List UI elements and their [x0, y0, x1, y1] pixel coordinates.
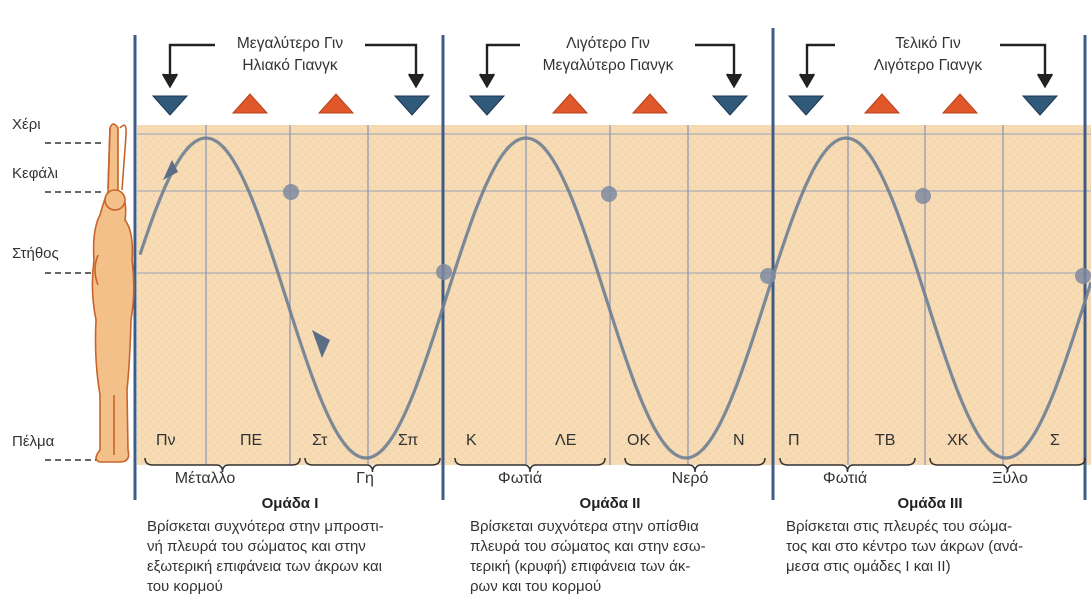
- point-label: Σπ: [398, 432, 419, 449]
- yang-triangle-icon: [231, 93, 269, 114]
- group-2-description: Βρίσκεται συχνότερα στην οπίσθια πλευρά …: [470, 517, 745, 597]
- desc-line: πλευρά του σώματος και στην εσω-: [470, 538, 706, 555]
- section-2-header: Λιγότερο Γιν Μεγαλύτερο Γιανγκ: [488, 33, 728, 77]
- energy-curve: [138, 136, 1091, 460]
- point-label: ΛΕ: [555, 432, 577, 449]
- yin-triangle-icon: [787, 95, 825, 116]
- element-label: Νερό: [671, 470, 709, 487]
- desc-line: του κορμού: [147, 578, 223, 595]
- arrow-head-icon: [1036, 73, 1054, 89]
- yin-yang-markers: [151, 93, 1059, 116]
- header-arrow-left: [805, 43, 835, 82]
- human-figure: [91, 123, 135, 463]
- desc-line: τερική (κρυφή) επιφάνεια των άκ-: [470, 558, 691, 575]
- element-label: Φωτιά: [497, 470, 543, 487]
- vertical-grid: [205, 125, 1004, 465]
- point-label: ΟΚ: [627, 432, 651, 449]
- yin-triangle-icon: [393, 95, 431, 116]
- element-brace: [144, 457, 301, 473]
- textured-background: [137, 125, 1091, 465]
- desc-line: εξωτερική επιφάνεια των άκρων και: [147, 558, 383, 575]
- element-brace: [929, 457, 1086, 473]
- group-1-description: Βρίσκεται συχνότερα στην μπροστι- νή πλε…: [147, 517, 432, 597]
- element-brace: [454, 457, 606, 473]
- desc-line: Βρίσκεται συχνότερα στην μπροστι-: [147, 518, 384, 535]
- arrow-head-icon: [798, 73, 816, 89]
- element-label: Μέταλλο: [174, 470, 236, 487]
- point-label: Ν: [733, 432, 745, 449]
- desc-line: μεσα στις ομάδες Ι και ΙΙ): [786, 558, 951, 575]
- header-arrow-right: [695, 43, 736, 82]
- header-arrow-left: [168, 43, 215, 82]
- yang-triangle-icon: [317, 93, 355, 114]
- group-3-description: Βρίσκεται στις πλευρές του σώμα- τος και…: [786, 517, 1082, 577]
- desc-line: Βρίσκεται στις πλευρές του σώμα-: [786, 518, 1013, 535]
- group-2-title: Ομάδα ΙΙ: [579, 495, 641, 512]
- element-brace: [304, 457, 441, 473]
- level-hand-label: Χέρι: [12, 116, 41, 133]
- point-label: ΧΚ: [947, 432, 969, 449]
- point-label: Κ: [466, 432, 477, 449]
- element-brace: [624, 457, 766, 473]
- yang-triangle-icon: [941, 93, 979, 114]
- point-label: Στ: [312, 432, 328, 449]
- level-sole-label: Πέλμα: [12, 433, 55, 450]
- element-label: Φωτιά: [822, 470, 868, 487]
- yin-triangle-icon: [711, 95, 749, 116]
- section-1-header-line-1: Μεγαλύτερο Γιν: [236, 35, 344, 52]
- point-label: Π: [788, 432, 800, 449]
- section-3-header: Τελικό Γιν Λιγότερο Γιανγκ: [808, 33, 1048, 77]
- section-2-header-line-1: Λιγότερο Γιν: [566, 35, 650, 52]
- level-head-label: Κεφάλι: [12, 165, 58, 182]
- yin-triangle-icon: [468, 95, 506, 116]
- section-1-header-line-2: Ηλιακό Γιανγκ: [242, 57, 338, 74]
- element-braces: [144, 457, 1086, 473]
- yang-triangle-icon: [551, 93, 589, 114]
- start-arrow-icon: [163, 160, 178, 180]
- element-label: Γη: [356, 470, 374, 487]
- point-label: ΠΕ: [240, 432, 263, 449]
- group-1-title: Ομάδα Ι: [261, 495, 319, 512]
- arrow-head-icon: [161, 73, 179, 89]
- section-1-header: Μεγαλύτερο Γιν Ηλιακό Γιανγκ: [170, 33, 410, 77]
- element-label: Ξύλο: [992, 470, 1028, 487]
- section-2-header-line-2: Μεγαλύτερο Γιανγκ: [542, 57, 674, 74]
- yin-triangle-icon: [151, 95, 189, 116]
- header-arrows: [161, 43, 1054, 89]
- yang-triangle-icon: [631, 93, 669, 114]
- header-arrow-left: [485, 43, 520, 82]
- arrow-head-icon: [478, 73, 496, 89]
- level-chest-label: Στήθος: [12, 245, 59, 262]
- yang-triangle-icon: [863, 93, 901, 114]
- element-brace: [779, 457, 916, 473]
- intersection-dots: [283, 184, 1091, 284]
- header-arrow-right: [365, 43, 418, 82]
- desc-line: ρων και του κορμού: [470, 578, 602, 595]
- desc-line: Βρίσκεται συχνότερα στην οπίσθια: [470, 518, 699, 535]
- header-arrow-right: [1000, 43, 1047, 82]
- section-3-header-line-1: Τελικό Γιν: [895, 35, 961, 52]
- yin-triangle-icon: [1021, 95, 1059, 116]
- point-label: Πν: [156, 432, 176, 449]
- section-3-header-line-2: Λιγότερο Γιανγκ: [873, 57, 983, 74]
- arrow-head-icon: [407, 73, 425, 89]
- arrow-head-icon: [725, 73, 743, 89]
- desc-line: τος και στο κέντρο των άκρων (ανά-: [786, 538, 1024, 555]
- point-label: ΤΒ: [875, 432, 896, 449]
- descent-arrow-icon: [312, 330, 330, 358]
- group-3-title: Ομάδα ΙΙΙ: [897, 495, 963, 512]
- point-label: Σ: [1050, 432, 1060, 449]
- desc-line: νή πλευρά του σώματος και στην: [147, 538, 366, 555]
